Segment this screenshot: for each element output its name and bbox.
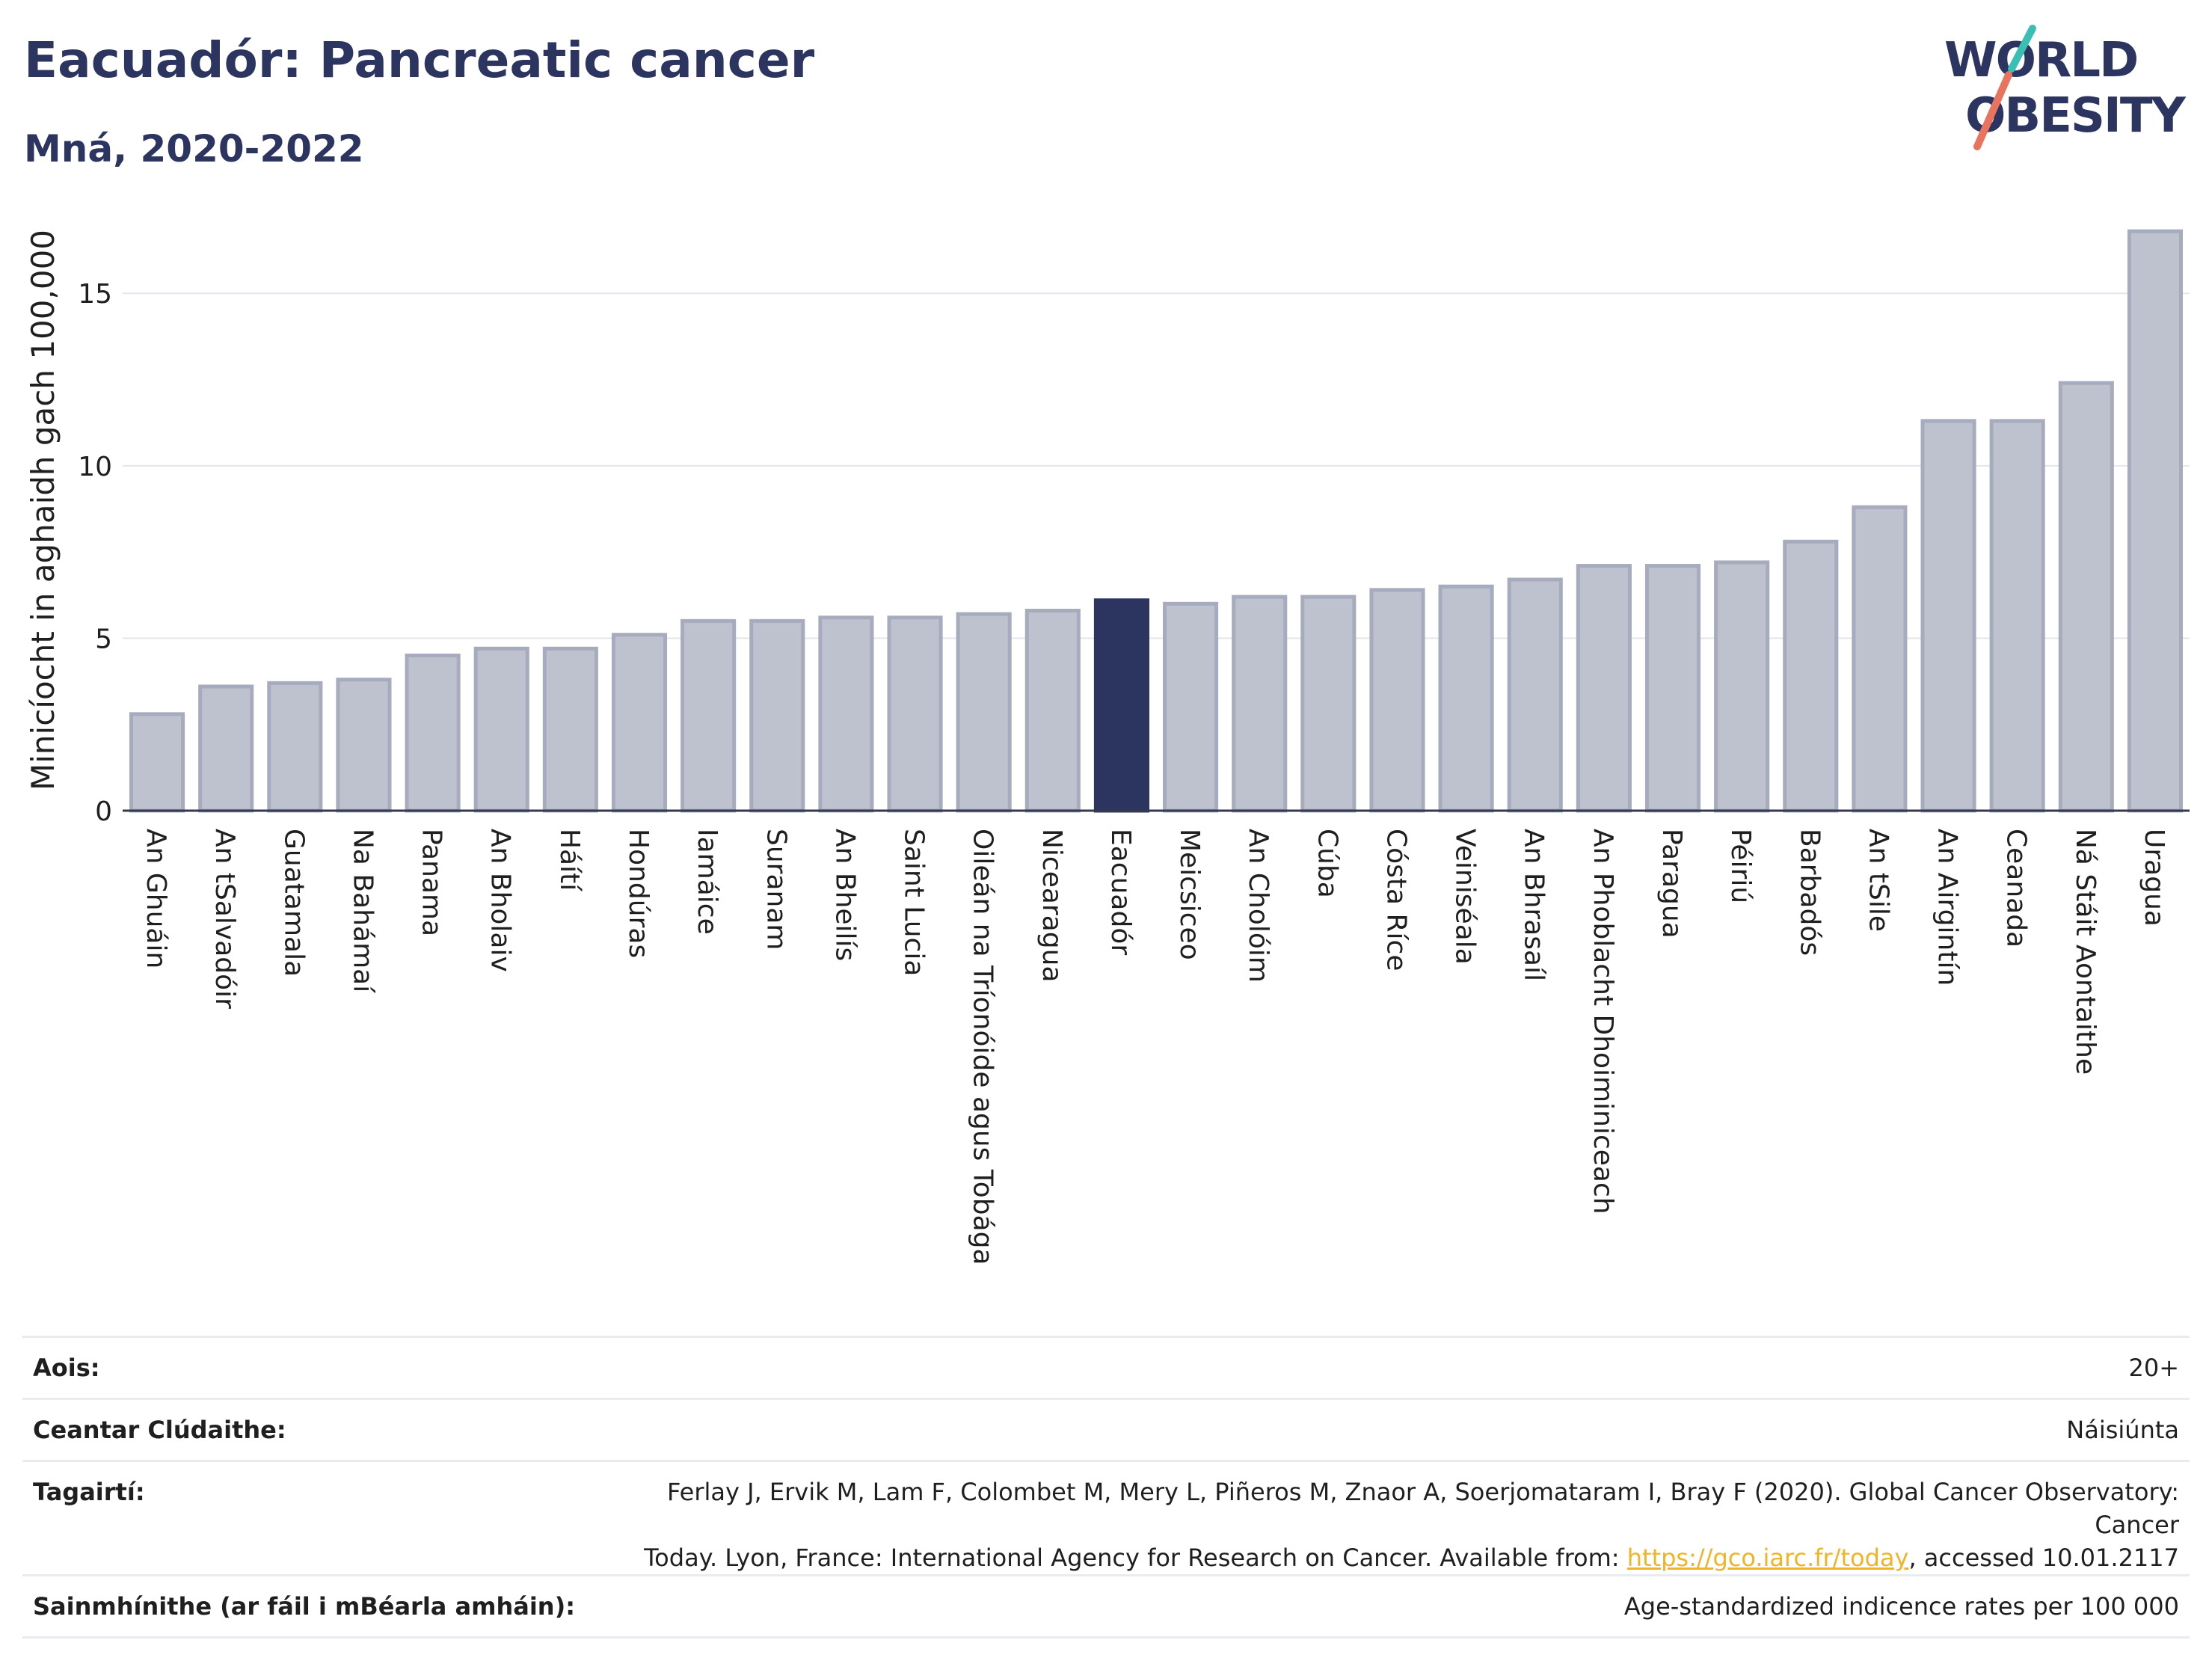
x-tick-label: An tSile: [1863, 829, 1893, 932]
x-tick-label: Guatamala: [278, 829, 309, 977]
x-tick-label: Ná Stáit Aontaithe: [2070, 829, 2101, 1075]
x-tick-labels: An Ghuáin An tSalvadóir Guatamala Na Baháma…: [141, 829, 2169, 1265]
bar: [336, 678, 392, 813]
bar: [2127, 229, 2183, 813]
bar: [818, 615, 874, 813]
info-table: Aois: 20+ Ceantar Clúdaithe: Náisiúnta T…: [22, 1336, 2190, 1639]
info-row-references: Tagairtí: Ferlay J, Ervik M, Lam F, Colo…: [22, 1460, 2190, 1576]
bar: [129, 712, 185, 813]
x-tick-label: Nicearagua: [1036, 829, 1067, 983]
bar: [1783, 539, 1839, 813]
bar-highlighted: [1093, 598, 1149, 813]
x-tick-label: An Cholóim: [1243, 829, 1274, 983]
bar: [681, 618, 737, 813]
bar: [1852, 505, 1908, 813]
x-tick-label: Ceanada: [2001, 829, 2032, 948]
bar: [267, 681, 323, 813]
bar: [1024, 609, 1081, 813]
bar: [198, 684, 254, 813]
x-tick-label: Meicsiceo: [1174, 829, 1205, 960]
y-tick-label: 5: [95, 624, 112, 654]
x-tick-label: An Bholaiv: [485, 829, 516, 972]
bar-chart: 0 5 10 15 An Ghuáin An tSalvadóir Guatamala Na…: [25, 229, 2190, 1265]
references-label: Tagairtí:: [22, 1460, 586, 1576]
x-tick-label: Cósta Ríce: [1380, 829, 1411, 971]
bar: [1989, 419, 2045, 813]
logo-slash-coral: [1973, 71, 2012, 150]
bar: [542, 646, 598, 813]
page-subtitle: Mná, 2020-2022: [24, 127, 364, 171]
bar: [887, 615, 943, 813]
bar: [1644, 564, 1701, 813]
references-line2: Today. Lyon, France: International Agenc…: [644, 1544, 1627, 1572]
x-tick-label: Veiniséala: [1450, 829, 1481, 965]
references-line1: Ferlay J, Ervik M, Lam F, Colombet M, Me…: [667, 1478, 2179, 1539]
world-obesity-logo: WORLD OBESITY: [1944, 25, 2187, 150]
grid-lines: [123, 292, 2190, 639]
x-tick-label: Barbadós: [1794, 829, 1825, 956]
bar: [405, 653, 461, 813]
bar: [1369, 588, 1425, 813]
bar: [1438, 584, 1494, 813]
x-tick-label: Háítí: [554, 829, 585, 891]
x-tick-label: Uragua: [2139, 829, 2169, 927]
x-tick-label: An tSalvadóir: [209, 829, 240, 1009]
references-accessed: , accessed 10.01.2117: [1908, 1544, 2179, 1572]
x-tick-label: Suranam: [761, 829, 791, 950]
y-tick-labels: 0 5 10 15: [78, 279, 112, 827]
age-label: Aois:: [22, 1336, 586, 1400]
y-tick-label: 0: [95, 796, 112, 827]
x-tick-label: Saint Lucia: [899, 829, 930, 976]
bar: [1576, 564, 1632, 813]
bar: [2058, 381, 2114, 813]
x-tick-label: Na Bahámaí: [347, 829, 378, 993]
x-tick-label: Eacuadór: [1105, 829, 1136, 955]
y-tick-label: 15: [78, 279, 112, 310]
x-tick-label: Hondúras: [623, 829, 654, 958]
bar: [1920, 419, 1976, 813]
y-axis-title: Minicíocht in aghaidh gach 100,000: [25, 230, 61, 790]
bar: [473, 646, 529, 813]
bar: [1507, 577, 1563, 813]
coverage-value: Náisiúnta: [586, 1398, 2190, 1462]
x-tick-label: An Phoblacht Dhoiminiceach: [1588, 829, 1618, 1215]
bar: [1714, 560, 1770, 813]
logo-slash-teal: [2008, 25, 2036, 73]
info-row-definitions: Sainmhínithe (ar fáil i mBéarla amháin):…: [22, 1574, 2190, 1639]
bar: [611, 633, 668, 813]
x-tick-label: Oileán na Tríonóide agus Tobága: [968, 829, 998, 1265]
age-value: 20+: [586, 1336, 2190, 1400]
bar: [1232, 595, 1288, 813]
references-link[interactable]: https://gco.iarc.fr/today: [1626, 1544, 1909, 1572]
x-tick-label: Iamáice: [692, 829, 722, 935]
x-tick-label: Paragua: [1656, 829, 1687, 939]
x-tick-label: An Airgintín: [1932, 829, 1963, 986]
bar: [956, 612, 1012, 813]
x-tick-label: Panama: [417, 829, 447, 936]
definitions-value: Age-standardized indicence rates per 100…: [586, 1574, 2190, 1639]
info-row-coverage: Ceantar Clúdaithe: Náisiúnta: [22, 1398, 2190, 1462]
bar: [1300, 595, 1357, 813]
y-tick-label: 10: [78, 452, 112, 482]
references-value: Ferlay J, Ervik M, Lam F, Colombet M, Me…: [586, 1460, 2190, 1576]
info-row-age: Aois: 20+: [22, 1336, 2190, 1400]
x-tick-label: An Ghuáin: [141, 829, 171, 968]
x-tick-label: Péiriú: [1725, 829, 1756, 903]
page-title: Eacuadór: Pancreatic cancer: [24, 31, 815, 89]
x-tick-label: Cúba: [1312, 829, 1342, 898]
x-tick-label: An Bhrasaíl: [1519, 829, 1549, 981]
coverage-label: Ceantar Clúdaithe:: [22, 1398, 586, 1462]
bar: [1163, 601, 1219, 813]
bar: [749, 618, 805, 813]
bars: [129, 229, 2183, 813]
x-tick-label: An Bheilís: [829, 829, 860, 961]
logo-line1: WORLD: [1944, 33, 2137, 88]
definitions-label: Sainmhínithe (ar fáil i mBéarla amháin):: [22, 1574, 586, 1639]
